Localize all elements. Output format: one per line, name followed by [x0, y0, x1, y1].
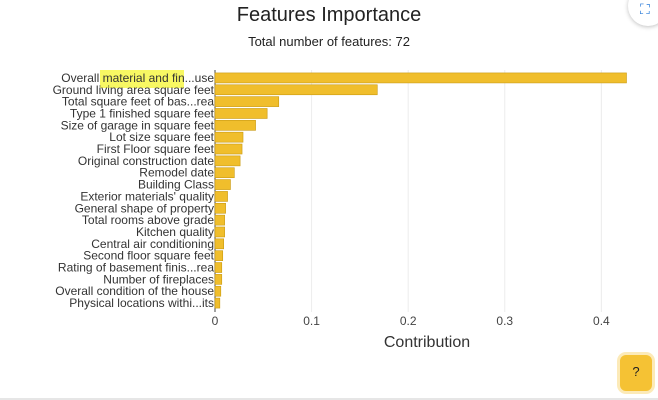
- expand-button[interactable]: ⛶: [628, 0, 658, 26]
- y-tick-label: Size of garage in square feet: [61, 118, 215, 132]
- bar[interactable]: [214, 297, 221, 309]
- bottom-divider: [0, 398, 658, 400]
- y-tick-label: Total square feet of bas...rea: [62, 95, 214, 109]
- y-tick-label: Remodel date: [139, 166, 214, 180]
- bar[interactable]: [214, 108, 268, 119]
- bar[interactable]: [214, 214, 225, 226]
- y-tick-label: Lot size square feet: [109, 130, 214, 144]
- y-tick-label: Type 1 finished square feet: [70, 106, 215, 120]
- chart-subtitle: Total number of features: 72: [248, 34, 410, 49]
- bar[interactable]: [214, 202, 226, 214]
- y-tick-label: Total rooms above grade: [82, 213, 214, 227]
- x-tick-label: 0.2: [400, 314, 417, 328]
- x-tick-labels: 0 0.1 0.2 0.3 0.4: [212, 314, 610, 328]
- bar[interactable]: [214, 191, 228, 202]
- bar[interactable]: [214, 238, 224, 250]
- bars: [214, 72, 627, 309]
- y-tick-label: Central air conditioning: [91, 237, 214, 251]
- bar[interactable]: [214, 72, 627, 84]
- y-tick-label: Rating of basement finis...rea: [58, 261, 214, 275]
- bar[interactable]: [214, 250, 224, 261]
- y-tick-label: First Floor square feet: [97, 142, 215, 156]
- label-highlight-mark: [100, 70, 184, 88]
- bar[interactable]: [214, 226, 225, 238]
- y-tick-label: General shape of property: [75, 201, 214, 215]
- bar[interactable]: [214, 96, 280, 107]
- bar[interactable]: [214, 155, 241, 167]
- help-button-label: ?: [632, 364, 640, 379]
- chart-title: Features Importance: [236, 4, 422, 26]
- help-button[interactable]: ?: [620, 355, 652, 391]
- y-tick-label: Overall material and fin...use: [61, 71, 214, 85]
- x-tick-label: 0.1: [303, 314, 320, 328]
- y-tick-label: Number of fireplaces: [103, 272, 214, 286]
- y-tick-label: Ground living area square feet: [53, 83, 215, 97]
- y-tick-label: Kitchen quality: [136, 225, 214, 239]
- expand-icon: ⛶: [640, 2, 650, 18]
- bar[interactable]: [214, 262, 223, 273]
- y-tick-label: Building Class: [138, 178, 214, 192]
- bar[interactable]: [214, 131, 244, 143]
- bar[interactable]: [214, 274, 223, 285]
- bar[interactable]: [214, 179, 231, 190]
- x-tick-label: 0.4: [593, 314, 610, 328]
- y-tick-label: Second floor square feet: [83, 249, 214, 263]
- bar[interactable]: [214, 120, 256, 131]
- bar[interactable]: [214, 143, 243, 155]
- y-tick-label: Original construction date: [78, 154, 214, 168]
- y-tick-label: Physical locations withi...its: [69, 296, 214, 310]
- bar[interactable]: [214, 167, 235, 179]
- x-tick-label: 0: [212, 314, 219, 328]
- bar[interactable]: [214, 285, 222, 297]
- x-tick-label: 0.3: [496, 314, 513, 328]
- y-tick-label: Overall condition of the house: [55, 284, 214, 298]
- bar[interactable]: [214, 84, 378, 96]
- x-axis-title: Contribution: [384, 334, 470, 351]
- y-tick-label: Exterior materials' quality: [80, 189, 214, 203]
